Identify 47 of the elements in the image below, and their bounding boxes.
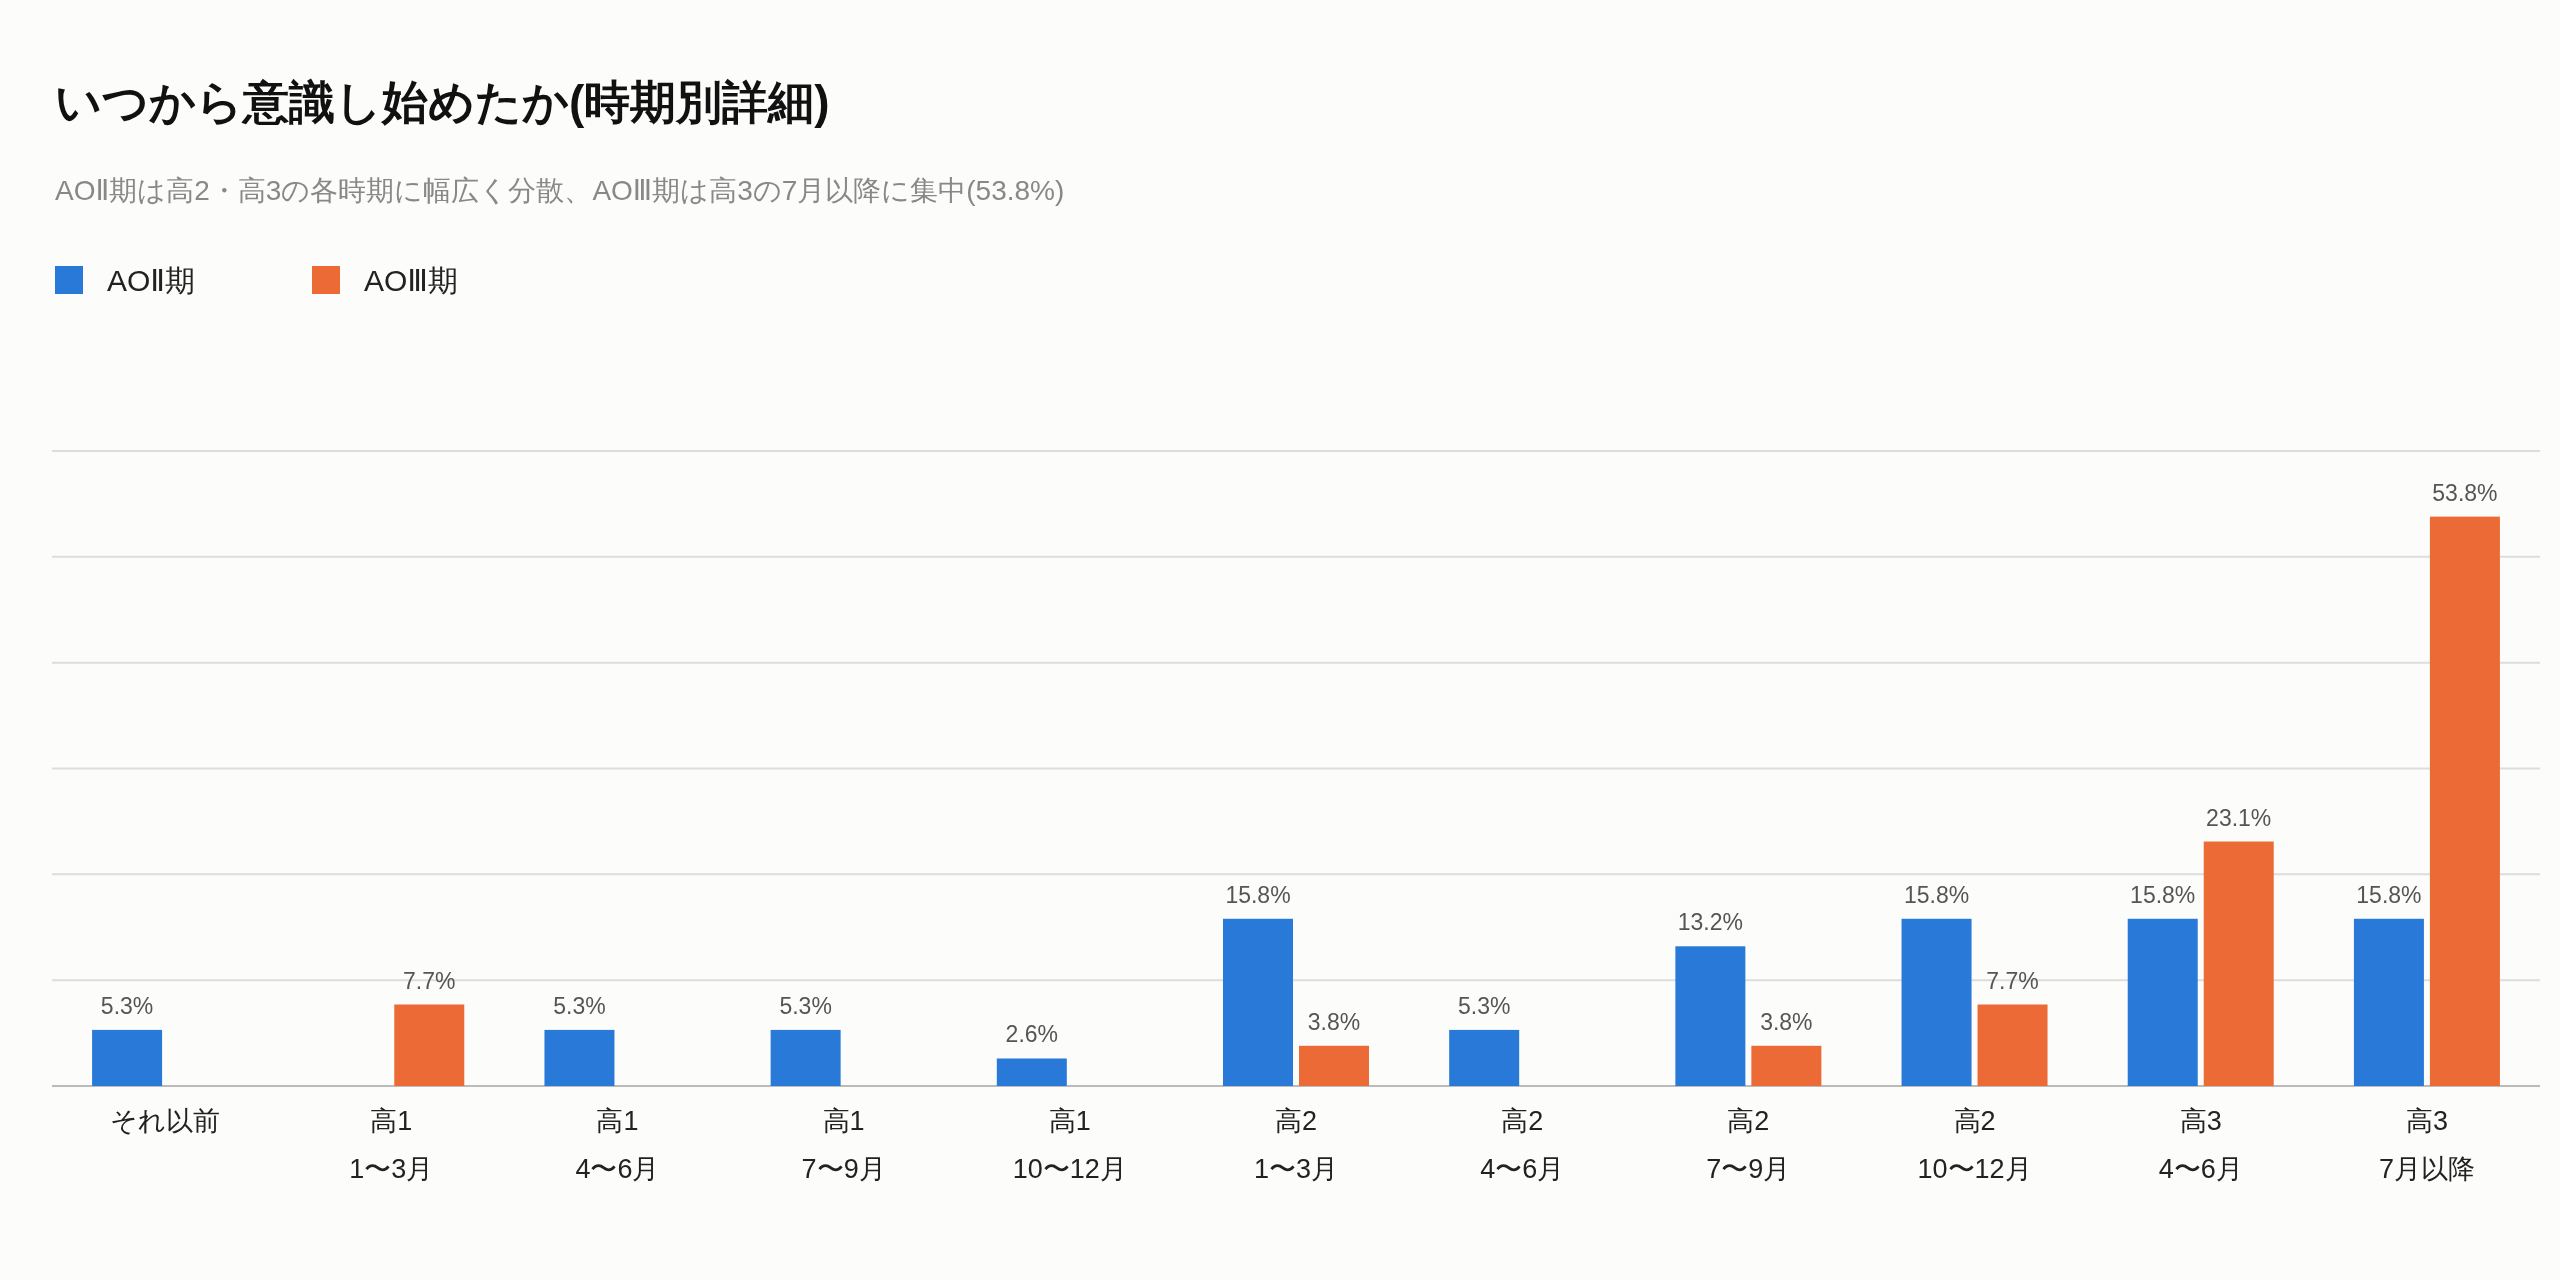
chart-title: いつから意識し始めたか(時期別詳細) (55, 76, 830, 128)
x-tick-label: 高2 10〜12月 (1917, 1106, 2032, 1184)
x-tick-label: 高3 4〜6月 (2158, 1106, 2243, 1184)
data-label: 3.8% (1307, 1008, 1361, 1035)
bar (1675, 946, 1746, 1086)
x-tick-label: それ以前 (110, 1106, 221, 1136)
legend-label: AOⅢ期 (364, 264, 459, 297)
data-label: 2.6% (1005, 1021, 1059, 1048)
bar (394, 1004, 465, 1086)
data-label: 5.3% (100, 992, 154, 1019)
bar (2353, 918, 2424, 1086)
data-label: 13.2% (1677, 909, 1743, 936)
x-tick-label: 高1 10〜12月 (1012, 1106, 1127, 1184)
bar (1449, 1029, 1520, 1086)
data-label: 5.3% (553, 992, 606, 1019)
x-tick-label: 高3 7月以降 (2378, 1106, 2475, 1184)
x-tick-label: 高1 4〜6月 (575, 1106, 660, 1184)
bar (92, 1029, 163, 1086)
bar (2203, 841, 2274, 1086)
data-label: 15.8% (1903, 881, 1970, 908)
bar (2127, 918, 2198, 1086)
bar (996, 1058, 1067, 1086)
data-label: 15.8% (1225, 881, 1291, 908)
data-label: 7.7% (403, 967, 456, 994)
bar (770, 1029, 841, 1086)
bar (1299, 1045, 1369, 1086)
data-label: 3.8% (1760, 1008, 1813, 1035)
data-label: 15.8% (2356, 881, 2422, 908)
bar (1977, 1004, 2048, 1086)
data-label: 7.7% (1986, 967, 2039, 994)
x-tick-label: 高2 1〜3月 (1253, 1106, 1339, 1184)
x-tick-label: 高2 4〜6月 (1480, 1106, 1565, 1184)
legend-label: AOⅡ期 (107, 264, 196, 297)
data-label: 15.8% (2130, 881, 2196, 908)
bar (1223, 918, 1293, 1086)
data-label: 23.1% (2206, 804, 2272, 831)
bar (1901, 918, 1972, 1086)
bar (544, 1029, 615, 1086)
data-label: 5.3% (1457, 992, 1511, 1019)
data-label: 5.3% (779, 992, 832, 1019)
chart-subtitle: AOⅡ期は高2・高3の各時期に幅広く分散、AOⅢ期は高3の7月以降に集中(53.8%) (55, 175, 1065, 206)
bar (1751, 1045, 1822, 1086)
data-label: 53.8% (2432, 479, 2498, 506)
x-tick-label: 高1 1〜3月 (349, 1106, 434, 1184)
x-tick-label: 高1 7〜9月 (801, 1106, 886, 1184)
x-tick-label: 高2 7〜9月 (1706, 1106, 1791, 1184)
bar (2429, 516, 2500, 1086)
